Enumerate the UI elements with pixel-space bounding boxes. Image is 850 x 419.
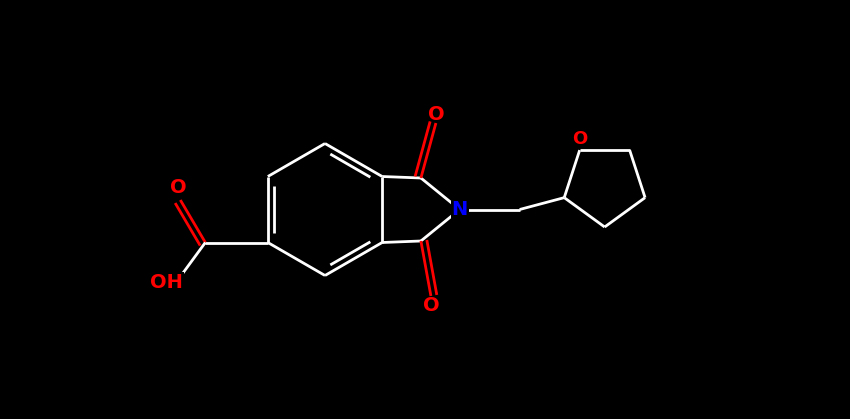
Text: O: O — [422, 295, 439, 315]
Text: O: O — [169, 178, 186, 197]
Text: N: N — [451, 200, 468, 219]
Text: OH: OH — [150, 273, 184, 292]
Text: O: O — [428, 104, 445, 124]
Text: O: O — [572, 130, 587, 148]
